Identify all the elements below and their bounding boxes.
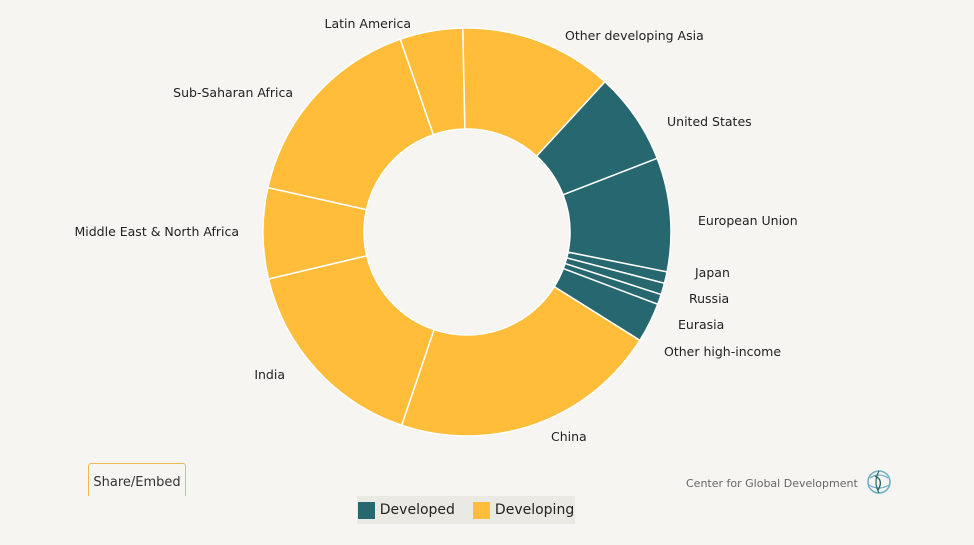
legend-swatch-developing (472, 501, 490, 519)
label-latin-america: Latin America (325, 16, 411, 31)
legend-label-developing: Developing (494, 502, 575, 518)
legend-item-developed[interactable]: Developed (357, 501, 455, 519)
label-sub-saharan-africa: Sub-Saharan Africa (173, 85, 293, 100)
share-embed-label: Share/Embed (93, 475, 181, 490)
donut-chart: Other developing Asia United States Europe… (74, 16, 798, 444)
label-eurasia: Eurasia (678, 317, 724, 332)
credit[interactable]: Center for Global Development (686, 468, 894, 498)
credit-text: Center for Global Development (686, 476, 858, 490)
share-embed-button[interactable]: Share/Embed (88, 463, 186, 496)
label-china: China (551, 429, 587, 444)
label-united-states: United States (667, 114, 752, 129)
legend-label-developed: Developed (379, 502, 455, 518)
label-japan: Japan (694, 265, 730, 280)
label-middle-east-and-north-africa: Middle East & North Africa (74, 224, 239, 239)
label-india: India (254, 367, 285, 382)
label-other-developing-asia: Other developing Asia (565, 28, 704, 43)
slice-china[interactable] (400, 285, 641, 437)
slice-india[interactable] (267, 254, 435, 427)
label-other-high-income: Other high-income (664, 344, 781, 359)
slice-latin-america[interactable] (399, 27, 466, 136)
legend-item-developing[interactable]: Developing (472, 501, 575, 519)
slice-sub-saharan-africa[interactable] (266, 38, 435, 211)
globe-logo-icon (864, 468, 894, 499)
label-russia: Russia (689, 291, 729, 306)
legend: Developed Developing (357, 496, 575, 524)
label-european-union: European Union (698, 213, 798, 228)
legend-swatch-developed (357, 501, 375, 519)
